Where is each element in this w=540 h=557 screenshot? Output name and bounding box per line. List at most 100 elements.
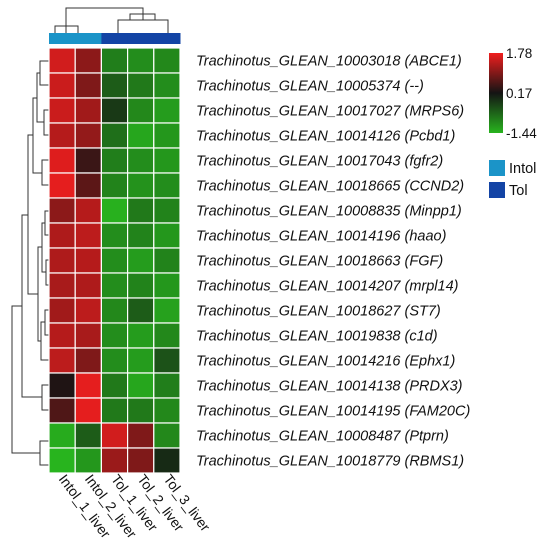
group-bar-segment <box>49 33 76 44</box>
heatmap-cell <box>126 372 155 399</box>
heatmap-cell <box>100 247 129 274</box>
heatmap-cell <box>100 397 129 424</box>
heatmap-cell <box>48 247 76 274</box>
heatmap-cell <box>48 322 76 349</box>
heatmap-cell <box>74 147 102 174</box>
heatmap-cell <box>126 422 155 449</box>
heatmap-cell <box>126 97 155 124</box>
heatmap-cell <box>126 272 155 299</box>
heatmap-cell <box>153 322 181 349</box>
heatmap-cell <box>153 72 181 99</box>
group-annotation-bar <box>49 33 181 44</box>
group-legend-label: Tol <box>509 183 528 199</box>
heatmap-cell <box>153 122 181 149</box>
column-labels: Intol_1_liverIntol_2_liverTol_1_liverTol… <box>56 471 214 541</box>
heatmap-cell <box>126 347 155 374</box>
heatmap-cell <box>100 447 129 474</box>
heatmap-cell <box>74 172 102 199</box>
heatmap-cell <box>153 297 181 324</box>
color-scale-tick-label: 0.17 <box>506 86 532 101</box>
heatmap-cell <box>74 47 102 74</box>
heatmap-cell <box>74 322 102 349</box>
heatmap-cell <box>48 172 76 199</box>
heatmap-cell <box>74 97 102 124</box>
color-scale-tick-label: -1.44 <box>506 126 537 141</box>
heatmap-cell <box>48 272 76 299</box>
heatmap-cell <box>126 72 155 99</box>
heatmap-cell <box>153 397 181 424</box>
heatmap-cell <box>48 97 76 124</box>
row-label: Trachinotus_GLEAN_10018779 (RBMS1) <box>196 454 464 470</box>
row-label: Trachinotus_GLEAN_10014207 (mrpl14) <box>196 279 459 295</box>
heatmap-cell <box>48 422 76 449</box>
heatmap-cell <box>74 397 102 424</box>
heatmap-cell <box>48 347 76 374</box>
heatmap-cell <box>126 172 155 199</box>
heatmap-cell <box>126 222 155 249</box>
heatmap-cell <box>153 372 181 399</box>
group-bar-segment <box>153 33 181 44</box>
heatmap-cell <box>48 72 76 99</box>
row-label: Trachinotus_GLEAN_10003018 (ABCE1) <box>196 54 462 70</box>
row-label: Trachinotus_GLEAN_10017027 (MRPS6) <box>196 104 464 120</box>
heatmap-cell <box>100 297 129 324</box>
heatmap-cell <box>126 47 155 74</box>
heatmap-cell <box>100 172 129 199</box>
heatmap-cell <box>100 72 129 99</box>
heatmap-cell <box>153 47 181 74</box>
heatmap-cell <box>153 247 181 274</box>
heatmap-cell <box>126 122 155 149</box>
row-labels: Trachinotus_GLEAN_10003018 (ABCE1) Trachi… <box>196 54 470 470</box>
group-bar-segment <box>127 33 155 44</box>
group-legend-swatch <box>489 160 505 176</box>
row-label: Trachinotus_GLEAN_10014196 (haao) <box>196 229 446 245</box>
heatmap-cell <box>74 297 102 324</box>
row-label: Trachinotus_GLEAN_10014216 (Ephx1) <box>196 354 455 370</box>
heatmap-cell <box>100 222 129 249</box>
heatmap-cell <box>126 322 155 349</box>
heatmap-cell <box>48 397 76 424</box>
heatmap-cell <box>74 72 102 99</box>
heatmap-cell <box>126 247 155 274</box>
heatmap-cell <box>74 272 102 299</box>
color-scale-bar <box>489 53 503 133</box>
row-label: Trachinotus_GLEAN_10008835 (Minpp1) <box>196 204 462 220</box>
row-label: Trachinotus_GLEAN_10005374 (--) <box>196 79 424 95</box>
heatmap-cell <box>100 347 129 374</box>
row-label: Trachinotus_GLEAN_10008487 (Ptprn) <box>196 429 449 445</box>
heatmap-cell <box>48 197 76 224</box>
group-legend-swatch <box>489 182 505 198</box>
heatmap-cell <box>126 197 155 224</box>
heatmap-cell <box>153 197 181 224</box>
heatmap-cell <box>153 422 181 449</box>
row-label: Trachinotus_GLEAN_10018627 (ST7) <box>196 304 441 320</box>
heatmap-cell <box>126 397 155 424</box>
heatmap-cell <box>48 122 76 149</box>
heatmap-cell <box>153 97 181 124</box>
heatmap-cell <box>74 222 102 249</box>
heatmap-cell <box>100 322 129 349</box>
row-label: Trachinotus_GLEAN_10018665 (CCND2) <box>196 179 464 195</box>
group-legend-label: Intol <box>509 161 536 177</box>
heatmap-cell <box>74 372 102 399</box>
heatmap-cell <box>48 147 76 174</box>
heatmap-cell <box>74 447 102 474</box>
row-label: Trachinotus_GLEAN_10014195 (FAM20C) <box>196 404 470 420</box>
heatmap-cell <box>74 347 102 374</box>
heatmap-cell <box>100 122 129 149</box>
heatmap-cell <box>100 372 129 399</box>
heatmap-cell <box>74 197 102 224</box>
heatmap-cell <box>48 447 76 474</box>
heatmap-cell <box>74 422 102 449</box>
heatmap-cell <box>153 272 181 299</box>
row-label: Trachinotus_GLEAN_10014126 (Pcbd1) <box>196 129 455 145</box>
heatmap-cell <box>48 297 76 324</box>
heatmap-cell <box>74 247 102 274</box>
row-label: Trachinotus_GLEAN_10014138 (PRDX3) <box>196 379 463 395</box>
heatmap-cell <box>100 272 129 299</box>
row-label: Trachinotus_GLEAN_10019838 (c1d) <box>196 329 438 345</box>
column-dendrogram <box>54 7 169 33</box>
heatmap-cell <box>153 172 181 199</box>
heatmap-cell <box>100 422 129 449</box>
